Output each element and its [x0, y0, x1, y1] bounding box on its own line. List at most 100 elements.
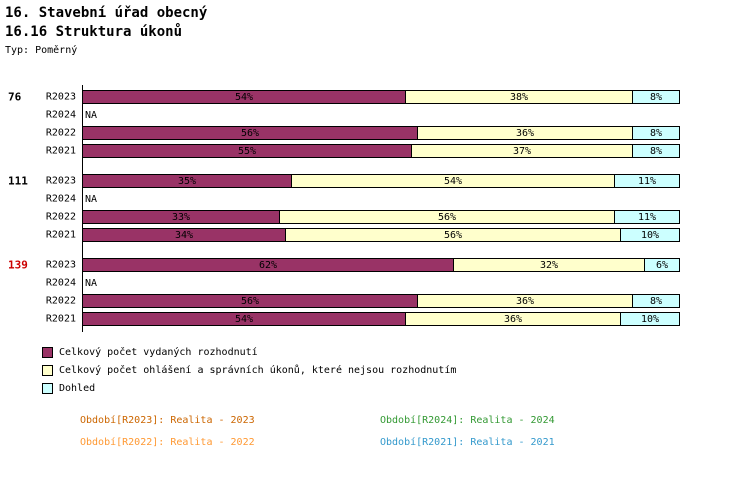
bar-area: 56% 36% 8% [82, 126, 682, 140]
period-footnote: Období[R2022]: Realita - 2022 [80, 436, 380, 449]
na-value: NA [85, 109, 98, 121]
row-label-cell: R2022 [0, 208, 82, 226]
period-label: R2021 [45, 145, 76, 157]
legend-color-swatch [42, 382, 53, 394]
bar-segment: 32% [453, 258, 645, 272]
chart-row: R2021 34% 56% 10% [0, 226, 750, 244]
bar-area: 35% 54% 11% [82, 174, 682, 188]
bar-segment: 55% [82, 144, 412, 158]
page-title: 16. Stavební úřad obecný [5, 5, 208, 21]
bar-area: NA [82, 108, 682, 122]
row-label-cell: 111 R2023 [0, 172, 82, 190]
bar-segment: 36% [417, 294, 633, 308]
row-label-cell: 139 R2023 [0, 256, 82, 274]
chart-row: 139 R2023 62% 32% 6% [0, 256, 750, 274]
stacked-bar-chart: 76 R2023 54% 38% 8% R2024 NA R2022 56% 36% 8% R2021… [0, 85, 750, 332]
bar-area: 54% 38% 8% [82, 90, 682, 104]
bar-area: NA [82, 276, 682, 290]
period-label: R2022 [45, 211, 76, 223]
period-footnote-label: Období[R2024]: [380, 415, 465, 426]
period-footnote-value: Realita - 2023 [164, 415, 255, 426]
chart-row: R2024 NA [0, 106, 750, 124]
bar-segment: 56% [82, 294, 418, 308]
period-label: R2022 [45, 295, 76, 307]
row-label-cell: R2024 [0, 106, 82, 124]
legend-item: Celkový počet vydaných rozhodnutí [42, 343, 456, 361]
row-label-cell: R2024 [0, 274, 82, 292]
period-label: R2024 [45, 277, 76, 289]
chart-row: R2022 56% 36% 8% [0, 124, 750, 142]
bar-segment: 54% [82, 90, 406, 104]
bar-area: 54% 36% 10% [82, 312, 682, 326]
bar-area: 56% 36% 8% [82, 294, 682, 308]
period-label: R2022 [45, 127, 76, 139]
bar-group: 139 R2023 62% 32% 6% R2024 NA R2022 56% 36% 8% R202… [0, 256, 750, 328]
row-label-cell: R2022 [0, 124, 82, 142]
chart-row: R2021 55% 37% 8% [0, 142, 750, 160]
group-total-label: 111 [8, 174, 28, 188]
chart-row: R2024 NA [0, 190, 750, 208]
period-footnote: Období[R2023]: Realita - 2023 [80, 414, 380, 427]
y-axis-line [82, 85, 83, 332]
type-label: Typ: Poměrný [5, 45, 78, 56]
period-footnote-label: Období[R2023]: [80, 415, 165, 426]
chart-legend: Celkový počet vydaných rozhodnutí Celkový… [42, 343, 456, 397]
period-footnote: Období[R2021]: Realita - 2021 [380, 436, 730, 449]
period-footnote-value: Realita - 2021 [464, 437, 555, 448]
period-footnote-value: Realita - 2022 [164, 437, 255, 448]
row-label-cell: 76 R2023 [0, 88, 82, 106]
bar-segment: 10% [620, 228, 680, 242]
legend-label: Celkový počet ohlášení a správních úkonů… [59, 364, 457, 376]
period-label: R2021 [45, 313, 76, 325]
bar-segment: 62% [82, 258, 454, 272]
na-value: NA [85, 277, 98, 289]
legend-label: Dohled [59, 382, 96, 394]
chart-row: R2024 NA [0, 274, 750, 292]
bar-segment: 36% [405, 312, 621, 326]
bar-group: 76 R2023 54% 38% 8% R2024 NA R2022 56% 36% 8% R2021… [0, 88, 750, 160]
bar-segment: 33% [82, 210, 280, 224]
na-value: NA [85, 193, 98, 205]
row-label-cell: R2021 [0, 142, 82, 160]
bar-segment: 34% [82, 228, 286, 242]
bar-segment: 54% [291, 174, 615, 188]
bar-area: 55% 37% 8% [82, 144, 682, 158]
chart-row: R2022 56% 36% 8% [0, 292, 750, 310]
bar-segment: 11% [614, 210, 680, 224]
period-footnote: Období[R2024]: Realita - 2024 [380, 414, 730, 427]
bar-area: 62% 32% 6% [82, 258, 682, 272]
period-label: R2023 [45, 175, 76, 187]
row-label-cell: R2022 [0, 292, 82, 310]
group-total-label: 76 [8, 90, 22, 104]
bar-segment: 35% [82, 174, 292, 188]
bar-segment: 36% [417, 126, 633, 140]
period-label: R2023 [45, 91, 76, 103]
chart-row: R2022 33% 56% 11% [0, 208, 750, 226]
bar-area: NA [82, 192, 682, 206]
chart-rows: 76 R2023 54% 38% 8% R2024 NA R2022 56% 36% 8% R2021… [0, 88, 750, 328]
period-label: R2023 [45, 259, 76, 271]
bar-segment: 11% [614, 174, 680, 188]
bar-segment: 56% [279, 210, 615, 224]
bar-segment: 56% [285, 228, 621, 242]
bar-segment: 8% [632, 294, 680, 308]
period-footnote-label: Období[R2022]: [80, 437, 165, 448]
period-footnote-label: Období[R2021]: [380, 437, 465, 448]
bar-segment: 10% [620, 312, 680, 326]
period-footnotes: Období[R2023]: Realita - 2023 Období[R202… [80, 414, 730, 449]
period-label: R2024 [45, 109, 76, 121]
legend-item: Celkový počet ohlášení a správních úkonů… [42, 361, 456, 379]
bar-segment: 6% [644, 258, 680, 272]
bar-segment: 8% [632, 126, 680, 140]
legend-item: Dohled [42, 379, 456, 397]
group-total-label: 139 [8, 258, 28, 272]
legend-color-swatch [42, 346, 53, 358]
period-label: R2021 [45, 229, 76, 241]
legend-color-swatch [42, 364, 53, 376]
chart-row: 76 R2023 54% 38% 8% [0, 88, 750, 106]
bar-area: 34% 56% 10% [82, 228, 682, 242]
row-label-cell: R2024 [0, 190, 82, 208]
bar-segment: 54% [82, 312, 406, 326]
bar-segment: 8% [632, 144, 680, 158]
period-label: R2024 [45, 193, 76, 205]
